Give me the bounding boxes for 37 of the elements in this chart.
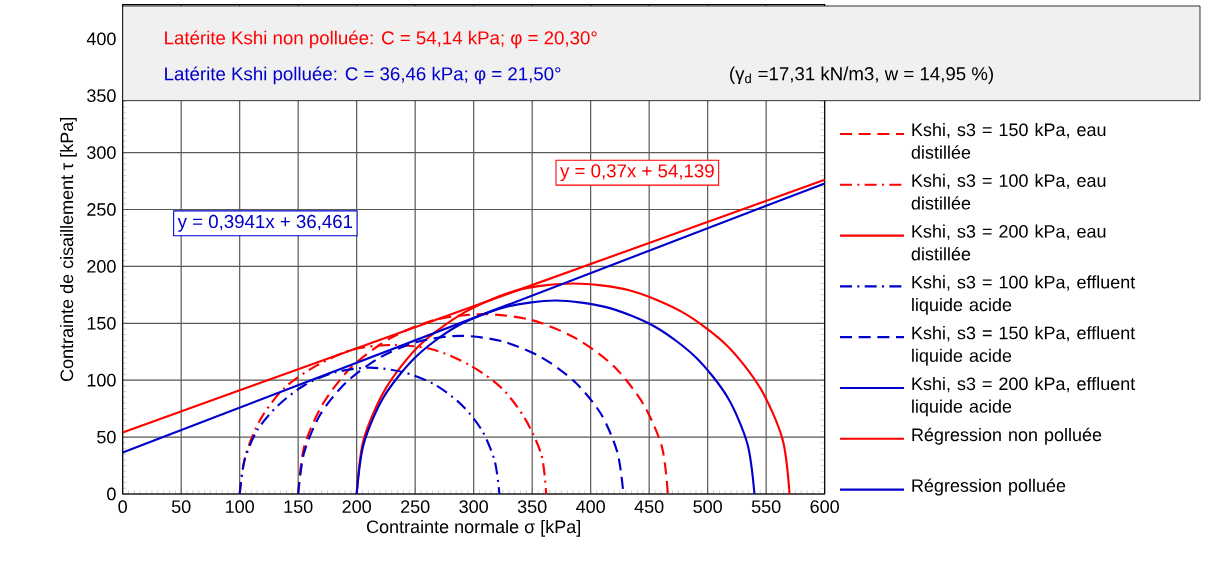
legend-label: Kshi, s3 = 200 kPa, eau distillée [911, 224, 1106, 261]
x-tick-label: 350 [517, 500, 547, 513]
x-tick-label: 0 [118, 500, 127, 513]
x-axis-title: Contrainte normale σ [kPa] [366, 519, 580, 537]
legend-label: Régression polluée [912, 478, 1066, 496]
y-tick-label: 400 [86, 32, 116, 46]
legend-label: Régression non polluée [912, 427, 1102, 445]
x-tick-label: 550 [751, 500, 781, 513]
annotation: Latérite Kshi non polluée: C = 54,14 kPa; φ = 20,30° [165, 30, 597, 49]
x-tick-label: 450 [634, 500, 664, 513]
y-tick-label: 200 [87, 260, 116, 273]
legend-label: Kshi, s3 = 200 kPa, effluent liquide acide [912, 376, 1136, 417]
x-tick-label: 100 [226, 500, 254, 513]
x-tick-label: 300 [459, 500, 488, 513]
y-tick-label: 0 [107, 487, 116, 501]
legend-label: Kshi, s3 = 150 kPa, eau distillée [911, 122, 1106, 159]
y-tick-label: 150 [87, 316, 116, 330]
y-tick-label: 300 [87, 146, 116, 159]
y-tick-label: 100 [87, 373, 116, 387]
y-tick-label: 250 [87, 203, 116, 216]
legend-label: Kshi, s3 = 150 kPa, effluent liquide acide [912, 326, 1136, 366]
annotation: Latérite Kshi polluée: C = 36,46 kPa; φ = 21,50° [165, 66, 561, 85]
x-tick-label: 200 [342, 500, 371, 513]
y-tick-label: 350 [87, 89, 116, 103]
legend-label: Kshi, s3 = 100 kPa, effluent liquide acide [912, 275, 1136, 315]
x-tick-label: 250 [401, 500, 430, 513]
x-tick-label: 500 [693, 500, 722, 513]
legend-label: Kshi, s3 = 100 kPa, eau distillée [911, 173, 1106, 210]
x-tick-label: 600 [810, 500, 839, 513]
x-tick-label: 50 [171, 500, 191, 513]
annotation: y = 0,3941x + 36,461 [177, 214, 353, 232]
annotation: y = 0,37x + 54,139 [560, 164, 714, 182]
x-tick-label: 150 [284, 500, 313, 513]
y-axis-title: Contrainte de cisaillement τ [kPa] [60, 118, 77, 382]
x-tick-label: 400 [576, 500, 605, 513]
annotation: (γ$_{d}$ =17,31 kN/m3, w = 14,95 %) [730, 66, 993, 85]
y-tick-label: 50 [97, 430, 116, 444]
